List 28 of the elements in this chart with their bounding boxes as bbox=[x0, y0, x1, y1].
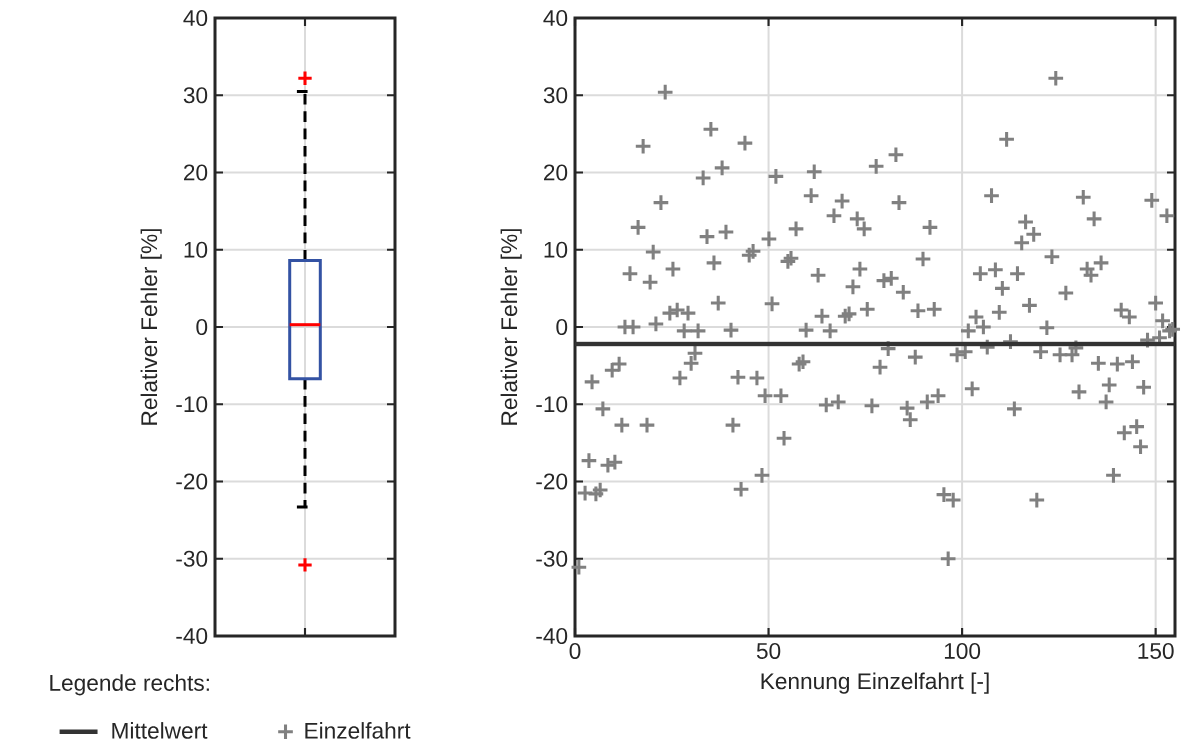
y-tick-label: 20 bbox=[184, 164, 208, 181]
legend-label: Mittelwert bbox=[112, 722, 208, 739]
y-axis-title: Relativer Fehler [%] bbox=[500, 229, 522, 425]
y-tick-label: -30 bbox=[176, 550, 208, 567]
y-tick-label: 0 bbox=[196, 318, 208, 336]
y-tick-label: -20 bbox=[536, 473, 568, 490]
y-tick-label: -20 bbox=[176, 473, 208, 490]
y-tick-label: 10 bbox=[544, 241, 568, 258]
y-tick-label: -40 bbox=[536, 627, 568, 645]
x-tick-label: 50 bbox=[756, 642, 781, 659]
y-tick-label: -40 bbox=[176, 627, 208, 645]
x-tick-label: 150 bbox=[1138, 642, 1174, 659]
x-axis-title: Kennung Einzelfahrt [-] bbox=[761, 672, 989, 694]
legend-label: Einzelfahrt bbox=[305, 722, 411, 739]
y-tick-label: 40 bbox=[543, 9, 568, 27]
legend-title: Legende rechts: bbox=[50, 674, 209, 696]
y-tick-label: 30 bbox=[543, 87, 568, 104]
y-tick-label: 20 bbox=[544, 164, 568, 181]
x-tick-label: 0 bbox=[569, 642, 581, 659]
x-tick-label: 100 bbox=[944, 642, 981, 659]
y-tick-label: -10 bbox=[536, 396, 568, 413]
y-tick-label: 0 bbox=[556, 318, 568, 336]
y-tick-label: -10 bbox=[176, 396, 208, 413]
y-tick-label: 10 bbox=[184, 241, 208, 258]
y-tick-label: 40 bbox=[183, 9, 208, 27]
y-axis-title: Relativer Fehler [%] bbox=[140, 229, 162, 425]
y-tick-label: 30 bbox=[183, 87, 208, 104]
y-tick-label: -30 bbox=[536, 550, 568, 567]
